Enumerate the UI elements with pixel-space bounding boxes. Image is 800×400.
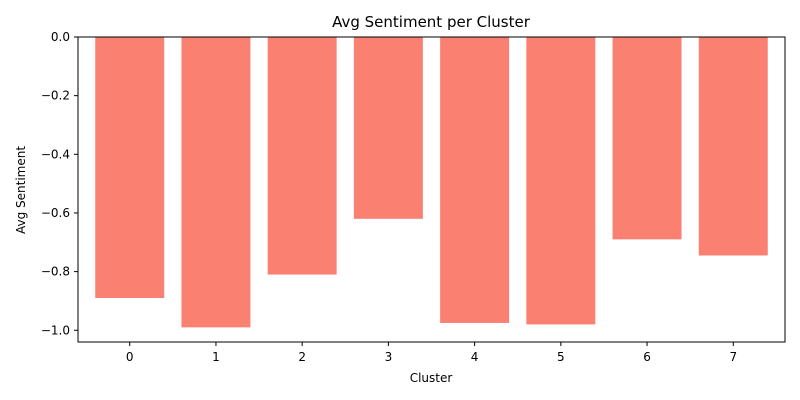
- bar-cluster-3: [353, 37, 423, 219]
- x-axis-ticks: 0 1 2 3 4 5 6 7: [126, 342, 737, 364]
- bar-cluster-0: [95, 37, 165, 299]
- bar-cluster-4: [440, 37, 510, 323]
- x-tick-label: 0: [126, 350, 134, 364]
- y-tick-label: 0.0: [51, 30, 70, 44]
- bar-cluster-2: [267, 37, 337, 275]
- bar-cluster-1: [181, 37, 251, 328]
- y-tick-label: −1.0: [41, 323, 70, 337]
- bar-cluster-6: [612, 37, 682, 240]
- y-axis-label: Avg Sentiment: [14, 146, 28, 234]
- x-tick-label: 1: [212, 350, 220, 364]
- y-tick-label: −0.8: [41, 265, 70, 279]
- chart-title: Avg Sentiment per Cluster: [332, 13, 531, 31]
- x-tick-label: 4: [471, 350, 479, 364]
- bar-cluster-7: [698, 37, 768, 256]
- y-tick-label: −0.2: [41, 89, 70, 103]
- y-tick-label: −0.4: [41, 147, 70, 161]
- x-tick-label: 3: [385, 350, 393, 364]
- x-tick-label: 7: [729, 350, 737, 364]
- y-tick-label: −0.6: [41, 206, 70, 220]
- y-axis-ticks: 0.0 −0.2 −0.4 −0.6 −0.8 −1.0: [41, 30, 78, 337]
- x-axis-label: Cluster: [410, 371, 453, 385]
- x-tick-label: 2: [298, 350, 306, 364]
- bar-cluster-5: [526, 37, 596, 325]
- x-tick-label: 6: [643, 350, 651, 364]
- plot-frame: [77, 36, 786, 343]
- bars-group: [95, 37, 768, 328]
- x-tick-label: 5: [557, 350, 565, 364]
